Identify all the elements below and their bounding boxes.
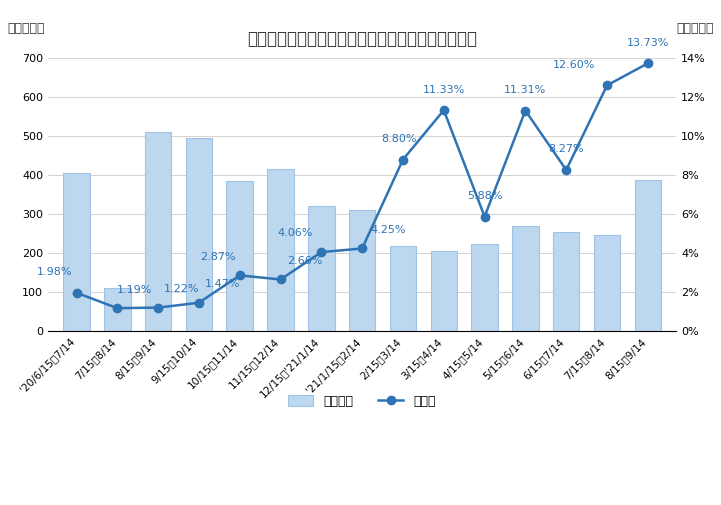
- Bar: [104, 288, 131, 331]
- Text: 8.27%: 8.27%: [549, 144, 584, 155]
- Bar: [472, 243, 498, 331]
- Bar: [430, 251, 457, 331]
- Bar: [349, 211, 376, 331]
- Bar: [226, 181, 253, 331]
- Text: （陽性率）: （陽性率）: [676, 22, 714, 35]
- Text: 11.33%: 11.33%: [423, 84, 465, 94]
- Text: 1.47%: 1.47%: [205, 279, 241, 289]
- Text: 5.88%: 5.88%: [466, 191, 503, 201]
- Text: 13.73%: 13.73%: [627, 38, 669, 47]
- Text: 2.66%: 2.66%: [287, 256, 322, 266]
- Bar: [512, 226, 539, 331]
- Text: 2.87%: 2.87%: [200, 251, 236, 262]
- Bar: [145, 132, 172, 331]
- Text: 4.25%: 4.25%: [371, 225, 406, 235]
- Bar: [594, 234, 620, 331]
- Bar: [308, 207, 335, 331]
- Text: 12.60%: 12.60%: [552, 60, 595, 70]
- Bar: [267, 169, 294, 331]
- Text: （検査数）: （検査数）: [7, 22, 45, 35]
- Bar: [186, 138, 212, 331]
- Title: 東京ミッドタウンクリニックでの抗体検査の陽性率: 東京ミッドタウンクリニックでの抗体検査の陽性率: [247, 30, 477, 48]
- Text: 1.19%: 1.19%: [118, 284, 153, 294]
- Bar: [390, 246, 416, 331]
- Bar: [63, 173, 90, 331]
- Legend: 検査件数, 陽性例: 検査件数, 陽性例: [283, 390, 441, 413]
- Text: 1.22%: 1.22%: [164, 284, 200, 294]
- Text: 8.80%: 8.80%: [381, 134, 417, 144]
- Text: 1.98%: 1.98%: [37, 267, 72, 277]
- Bar: [553, 232, 580, 331]
- Text: 4.06%: 4.06%: [278, 228, 313, 238]
- Text: 11.31%: 11.31%: [504, 85, 547, 95]
- Bar: [634, 180, 661, 331]
